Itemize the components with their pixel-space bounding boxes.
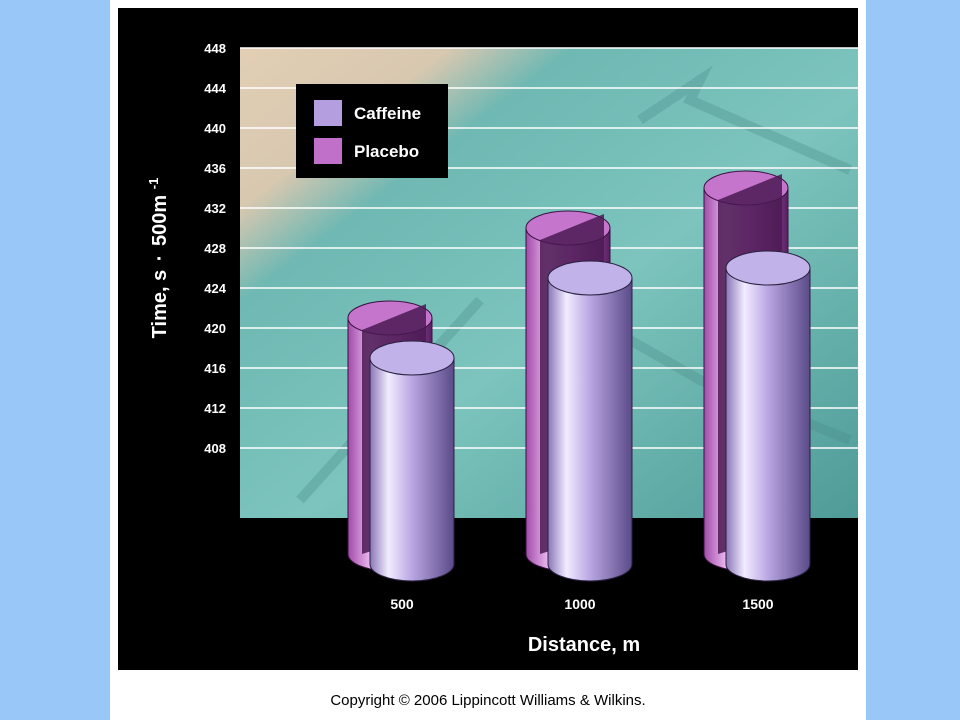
legend-label-caffeine: Caffeine <box>354 104 421 123</box>
legend-label-placebo: Placebo <box>354 142 419 161</box>
y-tick-label: 436 <box>204 161 226 176</box>
bar-top-caffeine-1000 <box>547 260 633 296</box>
bar-caffeine-1000 <box>547 277 633 582</box>
y-tick-label: 444 <box>204 81 226 96</box>
y-axis-title: Time, s · 500m -1 <box>146 178 171 339</box>
x-tick-label: 1000 <box>564 596 595 612</box>
y-axis-title-dot: · <box>149 255 171 262</box>
y-tick-labels: 408 412 416 420 424 428 432 436 440 444 448 <box>204 41 226 456</box>
bar-top-caffeine-500 <box>369 340 455 376</box>
y-axis-title-unit: 500m <box>149 195 171 246</box>
x-tick-label: 1500 <box>742 596 773 612</box>
x-tick-labels: 500 1000 1500 <box>390 596 773 612</box>
y-axis-title-exponent: -1 <box>146 178 161 190</box>
y-tick-label: 420 <box>204 321 226 336</box>
copyright-notice: Copyright © 2006 Lippincott Williams & W… <box>330 692 646 709</box>
y-tick-label: 408 <box>204 441 226 456</box>
bar-top-caffeine-1500 <box>725 250 811 286</box>
y-tick-label: 428 <box>204 241 226 256</box>
y-tick-label: 412 <box>204 401 226 416</box>
bar-caffeine-1500 <box>725 267 811 582</box>
bar-caffeine-500 <box>369 357 455 582</box>
x-tick-label: 500 <box>390 596 414 612</box>
y-tick-label: 448 <box>204 41 226 56</box>
x-axis-title: Distance, m <box>528 634 640 656</box>
legend-swatch-caffeine <box>314 100 342 126</box>
y-tick-label: 416 <box>204 361 226 376</box>
svg-text:Time, s · 500m: Time, s · 500m -1 <box>146 178 171 339</box>
bars <box>347 170 811 582</box>
legend-swatch-placebo <box>314 138 342 164</box>
y-axis-title-main: Time, s <box>149 270 171 339</box>
y-tick-label: 440 <box>204 121 226 136</box>
y-tick-label: 424 <box>204 281 226 296</box>
y-tick-label: 432 <box>204 201 226 216</box>
legend: Caffeine Placebo <box>296 84 448 178</box>
